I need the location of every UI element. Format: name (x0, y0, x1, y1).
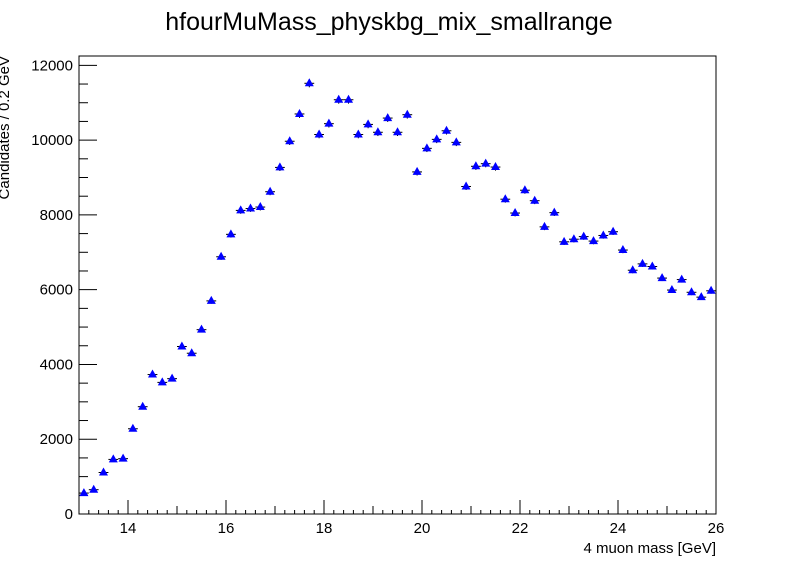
data-point (333, 94, 344, 104)
data-point (108, 454, 119, 463)
data-point (98, 467, 109, 476)
data-point (451, 137, 462, 147)
data-point (196, 324, 207, 333)
data-point (147, 369, 158, 378)
data-point (412, 166, 422, 176)
data-point (529, 195, 540, 205)
x-tick-label: 22 (512, 520, 529, 537)
data-point (480, 158, 491, 168)
data-point (128, 423, 138, 432)
data-point (696, 292, 707, 301)
data-point (471, 161, 481, 170)
data-point (686, 287, 697, 296)
data-point (392, 127, 403, 137)
data-point (431, 134, 442, 144)
y-tick-label: 8000 (40, 207, 73, 224)
data-point (167, 373, 177, 382)
data-point (235, 205, 246, 214)
data-point (157, 377, 168, 386)
x-tick-label: 20 (414, 520, 431, 537)
x-tick-label: 26 (708, 520, 725, 537)
y-tick-label: 12000 (31, 57, 73, 74)
data-point (382, 113, 393, 122)
data-point (422, 143, 432, 153)
x-tick-label: 24 (610, 520, 627, 537)
data-point (88, 484, 99, 493)
data-points (79, 78, 716, 497)
x-axis: 14 16 18 20 22 24 26 (78, 500, 725, 537)
data-point (137, 401, 148, 410)
data-point (206, 295, 217, 304)
y-tick-label: 6000 (40, 282, 73, 299)
x-tick-label: 16 (218, 520, 235, 537)
y-tick-label: 2000 (40, 431, 73, 448)
data-point (226, 229, 236, 238)
y-tick-label: 4000 (40, 356, 73, 373)
data-point (363, 119, 373, 129)
data-point (284, 136, 295, 145)
data-point (314, 129, 324, 139)
data-point (245, 203, 256, 212)
data-point (294, 108, 305, 118)
data-point (490, 162, 501, 171)
data-point (441, 125, 452, 135)
chart-title: hfourMuMass_physkbg_mix_smallrange (165, 8, 612, 36)
data-point (549, 207, 560, 217)
data-point (402, 109, 413, 119)
data-point (676, 274, 687, 283)
data-point (373, 127, 383, 137)
data-point (353, 129, 364, 139)
y-tick-label: 0 (65, 506, 73, 523)
data-point (177, 341, 187, 350)
y-axis-title: Candidates / 0.2 GeV (0, 56, 13, 199)
data-point (265, 186, 275, 196)
y-tick-label: 10000 (31, 132, 73, 149)
data-point (667, 285, 677, 294)
data-point (657, 273, 667, 282)
data-point (569, 234, 579, 243)
data-point (618, 245, 628, 254)
data-point (500, 194, 511, 203)
data-point (539, 221, 550, 231)
data-point (79, 488, 89, 497)
x-axis-title: 4 muon mass [GeV] (583, 540, 716, 557)
data-point (559, 236, 569, 246)
data-point (275, 162, 285, 172)
data-point (186, 348, 197, 357)
data-point (304, 78, 315, 88)
data-point (520, 185, 530, 194)
data-point (343, 94, 354, 104)
data-point (324, 118, 334, 128)
data-point (608, 226, 618, 235)
data-point (706, 285, 716, 294)
data-point (598, 230, 609, 239)
data-point (627, 265, 638, 274)
data-point (588, 236, 599, 245)
plot-frame (78, 55, 717, 515)
data-point (510, 208, 520, 217)
data-point (216, 251, 226, 260)
x-tick-label: 18 (316, 520, 333, 537)
data-point (118, 453, 128, 462)
data-point (461, 181, 471, 190)
data-point (255, 202, 266, 211)
y-axis: 0 2000 4000 6000 8000 10000 12000 (31, 57, 97, 523)
x-tick-label: 14 (120, 520, 137, 537)
data-point (647, 261, 658, 270)
data-point (578, 231, 589, 240)
data-point (637, 258, 648, 267)
